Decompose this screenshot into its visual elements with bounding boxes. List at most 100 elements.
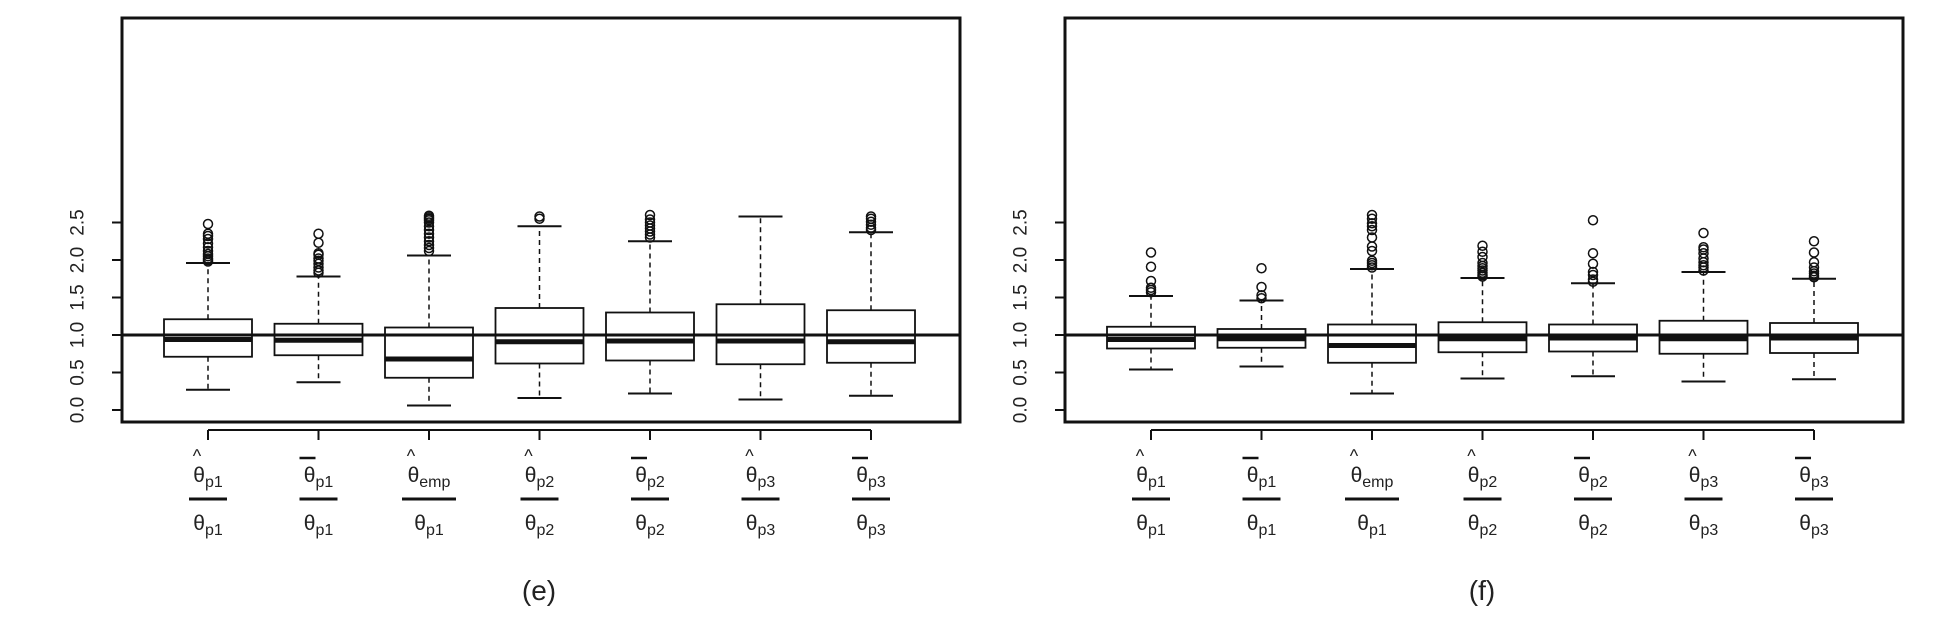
box-1 (1106, 247, 1196, 371)
numerator-subscript: p1 (315, 474, 333, 491)
numerator-symbol: θ (1247, 464, 1259, 487)
outlier-point (644, 214, 656, 225)
box-7 (1769, 236, 1859, 381)
x-tick-label: θp2^θp2 (1463, 446, 1502, 539)
outlier-point (865, 216, 877, 227)
box-2 (273, 228, 364, 384)
numerator-symbol: θ (525, 464, 537, 487)
denominator-subscript: p3 (1811, 522, 1829, 539)
box-4 (1437, 240, 1528, 380)
outlier-point (644, 217, 656, 228)
numerator-label: θp2 (635, 464, 665, 491)
denominator-symbol: θ (1136, 512, 1148, 535)
x-tick-label: θp3^θp3 (1684, 446, 1723, 539)
outlier-point (1808, 262, 1820, 273)
x-tick-label: θp1^θp1 (189, 446, 227, 539)
hat-accent: ^ (1136, 446, 1145, 466)
denominator-symbol: θ (193, 512, 205, 535)
numerator-symbol: θ (1351, 464, 1363, 487)
outlier-point (423, 239, 435, 251)
denominator-label: θp1 (414, 512, 444, 539)
box-5 (605, 209, 695, 395)
denominator-label: θp1 (193, 512, 223, 539)
hat-accent: ^ (407, 446, 416, 466)
panel-caption: (f) (1469, 575, 1495, 606)
outlier-point (1145, 282, 1157, 293)
plot-frame (1063, 16, 1905, 424)
numerator-symbol: θ (746, 464, 758, 487)
box-5 (1548, 215, 1638, 378)
denominator-symbol: θ (414, 512, 426, 535)
hat-accent: ^ (745, 446, 754, 466)
outlier-point (423, 210, 435, 221)
denominator-subscript: p1 (1369, 522, 1387, 539)
denominator-symbol: θ (635, 512, 647, 535)
outlier-point (423, 228, 435, 239)
denominator-label: θp3 (1689, 512, 1719, 539)
outlier-point (1366, 232, 1378, 243)
numerator-subscript: p1 (1148, 474, 1166, 491)
outlier-point (1366, 221, 1378, 232)
x-tick-label: θp2^θp2 (520, 446, 559, 539)
denominator-symbol: θ (1357, 512, 1369, 535)
denominator-symbol: θ (1468, 512, 1480, 535)
outlier-point (423, 232, 435, 243)
denominator-label: θp1 (1136, 512, 1166, 539)
denominator-subscript: p1 (205, 522, 223, 539)
outlier-point (1366, 224, 1378, 236)
numerator-symbol: θ (635, 464, 647, 487)
outlier-point (202, 218, 214, 230)
outlier-point (313, 253, 324, 264)
outlier-point (313, 228, 324, 239)
numerator-subscript: emp (419, 474, 450, 491)
denominator-label: θp3 (746, 512, 776, 539)
denominator-subscript: p2 (1590, 522, 1608, 539)
y-tick-label: 2.5 (68, 209, 89, 235)
outlier-point (1698, 242, 1709, 253)
box-2 (1216, 263, 1307, 368)
denominator-subscript: p1 (315, 522, 333, 539)
outlier-point (1587, 258, 1599, 269)
denominator-subscript: p3 (1700, 522, 1718, 539)
denominator-label: θp1 (1357, 512, 1387, 539)
numerator-label: θemp (1351, 464, 1394, 491)
denominator-symbol: θ (856, 512, 868, 535)
numerator-label: θp2 (525, 464, 555, 491)
numerator-symbol: θ (193, 464, 205, 487)
outlier-point (202, 245, 214, 257)
outlier-point (1698, 248, 1709, 259)
chart-panel-e: 0.00.51.01.52.02.5θp1^θp1θp1θp1θemp^θp1θ… (68, 16, 962, 606)
outlier-point (202, 233, 214, 245)
denominator-symbol: θ (1799, 512, 1811, 535)
hat-accent: ^ (1350, 446, 1359, 466)
plot-area (163, 209, 916, 407)
numerator-label: θp1 (1136, 464, 1166, 491)
numerator-label: θp2 (1578, 464, 1608, 491)
numerator-label: θp3 (746, 464, 776, 491)
outlier-point (1256, 263, 1267, 274)
numerator-label: θp3 (1689, 464, 1719, 491)
y-tick-label: 0.0 (1011, 397, 1032, 423)
numerator-label: θp3 (856, 464, 886, 491)
denominator-symbol: θ (1247, 512, 1259, 535)
box-1 (163, 218, 253, 391)
box-3 (384, 210, 474, 407)
numerator-symbol: θ (1468, 464, 1480, 487)
numerator-subscript: p1 (205, 474, 223, 491)
outlier-point (1256, 281, 1267, 293)
denominator-label: θp2 (1468, 512, 1498, 539)
outlier-point (1698, 260, 1709, 271)
numerator-symbol: θ (408, 464, 420, 487)
outlier-point (534, 211, 545, 222)
y-tick-label: 0.5 (1011, 359, 1032, 385)
outlier-point (1808, 247, 1820, 258)
x-tick-label: θp1^θp1 (1132, 446, 1170, 539)
numerator-symbol: θ (1136, 464, 1148, 487)
outlier-point (1366, 213, 1378, 224)
numerator-label: θemp (408, 464, 451, 491)
outlier-point (1587, 269, 1599, 281)
outlier-point (1587, 215, 1599, 226)
